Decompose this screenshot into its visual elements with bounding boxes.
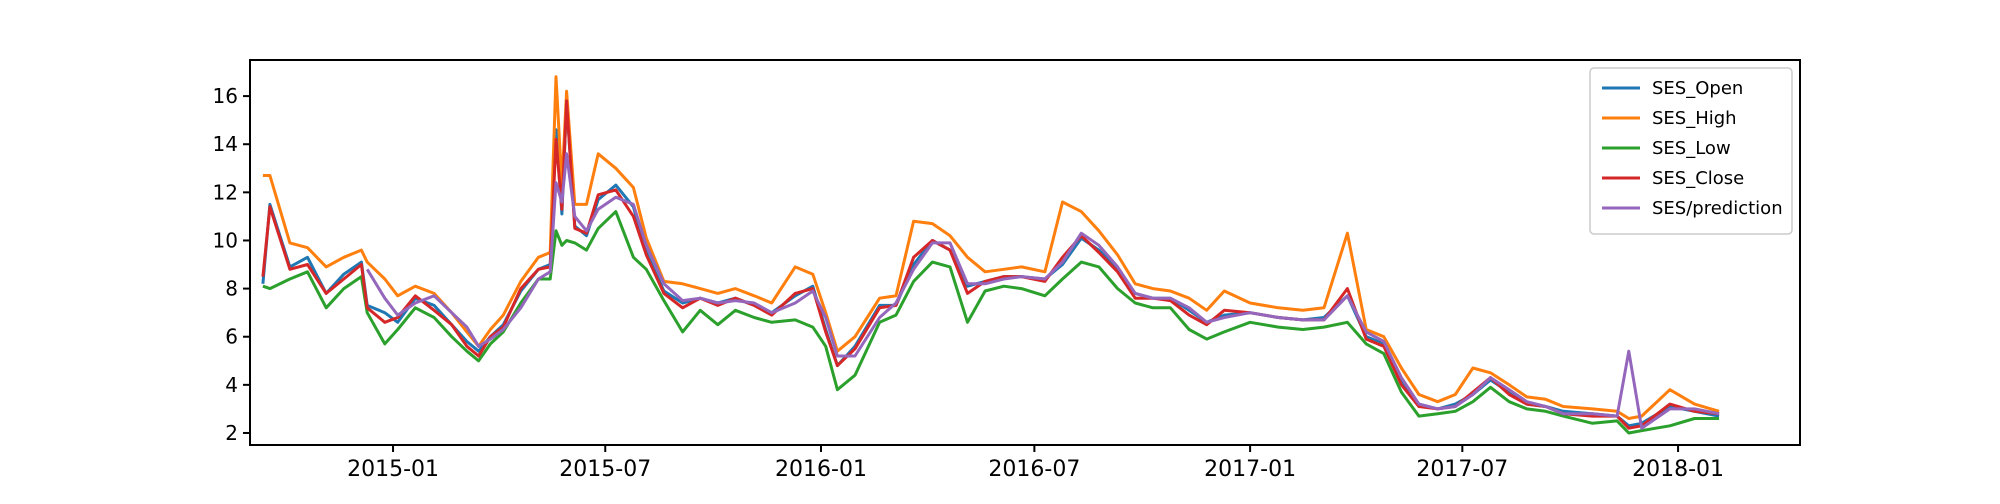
y-tick-label: 14 bbox=[213, 132, 238, 156]
plot-frame bbox=[249, 59, 1801, 446]
series-layer bbox=[261, 75, 1720, 435]
axis-layer: 2 4 6 8 10 12 14 16 2015-01 2015-07 2016-01 2016-07… bbox=[213, 84, 1724, 482]
legend-label: SES_Open bbox=[1652, 78, 1743, 99]
x-tick-label: 2018-01 bbox=[1632, 457, 1724, 482]
series-line-ses-prediction bbox=[365, 152, 1720, 430]
series-line-ses-low bbox=[262, 210, 1720, 435]
y-tick-label: 16 bbox=[213, 84, 238, 108]
x-tick-label: 2015-01 bbox=[347, 457, 439, 482]
x-tick-label: 2016-01 bbox=[775, 457, 867, 482]
legend-label: SES/prediction bbox=[1652, 198, 1783, 219]
x-tick-label: 2016-07 bbox=[988, 457, 1080, 482]
x-tick-label: 2017-01 bbox=[1204, 457, 1296, 482]
legend: SES_Open SES_High SES_Low SES_Close SES/pred… bbox=[1589, 67, 1793, 235]
y-tick-label: 10 bbox=[213, 228, 238, 252]
legend-label: SES_Close bbox=[1652, 168, 1744, 189]
series-line-ses-high bbox=[262, 75, 1720, 420]
y-tick-label: 2 bbox=[225, 421, 238, 445]
y-tick-label: 12 bbox=[213, 180, 238, 204]
x-tick-label: 2015-07 bbox=[559, 457, 651, 482]
x-tick-label: 2017-07 bbox=[1416, 457, 1508, 482]
y-tick-label: 4 bbox=[225, 373, 238, 397]
legend-label: SES_Low bbox=[1652, 138, 1731, 159]
y-tick-label: 6 bbox=[225, 325, 238, 349]
legend-label: SES_High bbox=[1652, 108, 1737, 129]
series-line-ses-open bbox=[261, 99, 1720, 428]
y-tick-label: 8 bbox=[225, 277, 238, 301]
legend-box bbox=[1589, 67, 1793, 235]
